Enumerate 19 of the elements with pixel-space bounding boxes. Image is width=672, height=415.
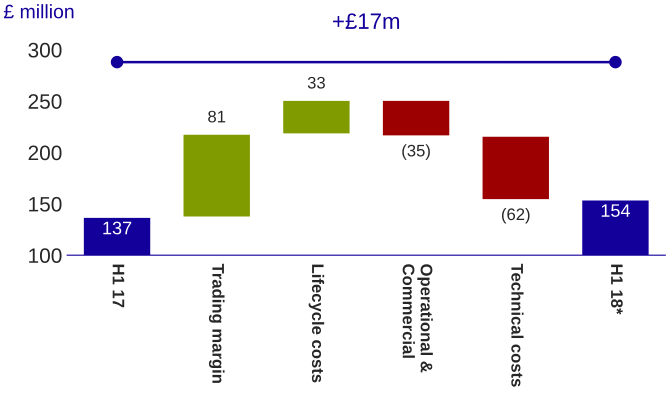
y-tick-label: 300 (28, 42, 62, 58)
y-tick-label: 100 (29, 248, 62, 263)
y-axis-title: £ million (4, 4, 74, 18)
x-tick-label: Trading margin (208, 264, 225, 383)
y-tick-label: 250 (28, 94, 62, 109)
data-label: 81 (208, 110, 226, 123)
data-label: (35) (402, 144, 430, 160)
text: +£17m (333, 13, 400, 29)
x-tick-label: Technical costs (511, 264, 524, 387)
x-tick-label: Lifecycle costs (308, 264, 324, 382)
data-label: (62) (502, 208, 530, 224)
x-tick-label: H1 18* (610, 264, 623, 314)
y-tick-label: 150 (29, 196, 62, 212)
data-label: 154 (602, 204, 630, 217)
data-label: 33 (308, 76, 325, 89)
x-tick-label: Operational & Commercial (402, 264, 433, 372)
y-tick-label: 200 (28, 146, 62, 160)
x-tick-label: H1 17 (112, 264, 124, 308)
data-label: 137 (103, 222, 132, 234)
